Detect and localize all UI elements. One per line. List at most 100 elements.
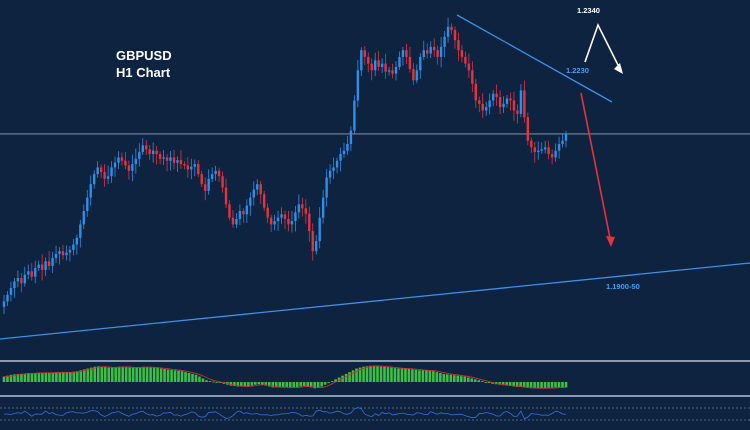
- macd-bar: [72, 371, 76, 382]
- candle-body: [422, 50, 425, 57]
- macd-bar: [9, 374, 13, 382]
- candle-body: [363, 50, 366, 57]
- candle-body: [99, 167, 103, 173]
- macd-bar: [250, 382, 254, 386]
- candle-body: [89, 184, 92, 198]
- candle-body: [495, 93, 498, 98]
- zigzag-projection-line: [584, 22, 622, 72]
- macd-bar: [51, 372, 55, 382]
- macd-bar: [205, 380, 208, 382]
- macd-bar: [135, 367, 138, 382]
- macd-bar: [149, 367, 152, 382]
- macd-bar: [446, 374, 449, 382]
- candle-body: [231, 217, 235, 225]
- candle-body: [318, 217, 321, 242]
- candle-body: [217, 170, 221, 177]
- candle-body: [92, 174, 96, 185]
- macd-bar: [20, 373, 23, 382]
- candle-body: [82, 211, 85, 225]
- candle-body: [512, 100, 516, 111]
- macd-bar: [124, 367, 128, 382]
- candle-body: [193, 164, 197, 167]
- macd-bar: [477, 380, 481, 382]
- candle-body: [51, 257, 54, 266]
- candle-body: [405, 50, 408, 57]
- candle-body: [547, 147, 550, 155]
- macd-histogram: [2, 365, 568, 389]
- macd-bar: [487, 382, 491, 383]
- candle-body: [151, 150, 155, 155]
- candle-body: [224, 187, 228, 205]
- candle-body: [131, 164, 134, 171]
- candle-body: [384, 63, 387, 72]
- macd-bar: [439, 373, 442, 382]
- candle-body: [20, 278, 23, 284]
- candle-body: [200, 174, 203, 185]
- candle-body: [47, 261, 51, 266]
- macd-bar: [456, 375, 460, 382]
- macd-bar: [505, 382, 508, 386]
- candle-body: [360, 50, 363, 71]
- candle-body: [339, 154, 342, 161]
- macd-bar: [449, 374, 453, 382]
- macd-bar: [261, 382, 264, 385]
- macd-bar: [344, 373, 348, 382]
- macd-bar: [240, 382, 243, 387]
- candle-body: [79, 224, 82, 238]
- candle-body: [40, 264, 44, 270]
- candle-body: [471, 70, 474, 84]
- candle-body: [478, 100, 481, 104]
- macd-bar: [425, 370, 428, 382]
- candle-body: [138, 152, 141, 159]
- candle-body: [321, 197, 325, 218]
- macd-bar: [369, 365, 372, 382]
- candle-body: [502, 103, 505, 108]
- candle-body: [412, 68, 415, 81]
- candle-body: [134, 158, 138, 165]
- macd-bar: [365, 366, 369, 382]
- macd-bar: [187, 373, 191, 382]
- candle-body: [34, 267, 37, 277]
- candle-body: [262, 194, 266, 208]
- candle-body: [210, 174, 214, 179]
- macd-bar: [421, 370, 425, 382]
- candle-body: [311, 231, 314, 252]
- candle-body: [464, 56, 467, 64]
- macd-bar: [145, 367, 149, 382]
- macd-bar: [299, 382, 303, 387]
- macd-bar: [351, 370, 355, 382]
- candle-body: [242, 211, 245, 215]
- macd-bar: [561, 382, 564, 388]
- macd-bar: [435, 372, 439, 382]
- candle-body: [23, 274, 27, 284]
- macd-bar: [278, 382, 282, 388]
- macd-bar: [177, 370, 180, 382]
- candle-body: [283, 214, 287, 220]
- macd-bar: [34, 373, 37, 382]
- resistance-label: 1.2230: [566, 66, 589, 75]
- macd-bar: [288, 382, 292, 388]
- macd-bar: [470, 378, 474, 382]
- macd-bar: [233, 382, 236, 387]
- candle-body: [186, 165, 190, 170]
- macd-bar: [37, 372, 41, 382]
- macd-bar: [529, 382, 533, 389]
- macd-bar: [103, 367, 107, 382]
- macd-bar: [306, 382, 309, 387]
- macd-bar: [376, 366, 379, 382]
- candle-body: [252, 189, 255, 198]
- candle-body: [408, 56, 412, 69]
- macd-bar: [30, 373, 34, 382]
- candle-body: [523, 90, 526, 118]
- macd-bar: [281, 382, 285, 387]
- candle-body: [457, 40, 460, 51]
- candle-body: [16, 278, 20, 282]
- candle-body: [172, 157, 176, 163]
- macd-bar: [114, 367, 118, 382]
- candle-body: [373, 60, 377, 71]
- macd-bar: [76, 371, 79, 382]
- macd-bar: [152, 367, 156, 382]
- macd-bar: [292, 382, 296, 388]
- macd-bar: [55, 372, 58, 382]
